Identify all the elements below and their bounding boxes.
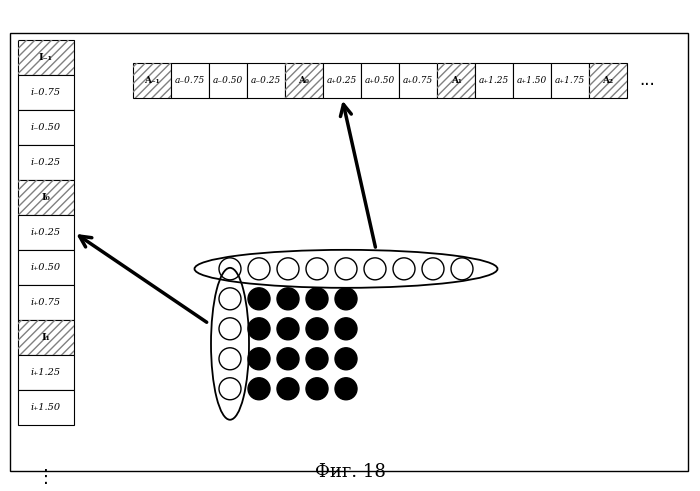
Bar [18,215,74,250]
Circle shape [277,348,299,370]
Text: a₋0.25: a₋0.25 [251,76,281,85]
Circle shape [306,348,328,370]
Circle shape [306,318,328,340]
Text: i₊0.25: i₊0.25 [31,228,61,237]
Bar [18,355,74,390]
Circle shape [219,258,241,280]
Circle shape [277,378,299,400]
Bar [171,63,209,98]
Circle shape [306,288,328,310]
Circle shape [219,318,241,340]
Circle shape [248,348,270,370]
Circle shape [219,288,241,310]
Text: I₋₁: I₋₁ [39,53,53,62]
Bar [18,390,74,425]
Bar [10,33,688,471]
Bar [551,63,589,98]
Bar [589,63,627,98]
Text: a₊1.25: a₊1.25 [479,76,509,85]
Bar [18,180,74,215]
Circle shape [335,378,357,400]
Bar [133,63,171,98]
Circle shape [335,258,357,280]
Circle shape [335,318,357,340]
Bar [18,250,74,285]
Bar [285,63,323,98]
Circle shape [277,288,299,310]
Bar [18,285,74,320]
Bar [247,63,285,98]
Bar [513,63,551,98]
Circle shape [393,258,415,280]
Text: a₊0.50: a₊0.50 [365,76,395,85]
Text: a₊0.75: a₊0.75 [403,76,433,85]
Bar [18,320,74,355]
Text: i₊0.75: i₊0.75 [31,298,61,307]
Circle shape [248,288,270,310]
Text: A₂: A₂ [603,76,613,85]
Circle shape [451,258,473,280]
Text: i₊0.50: i₊0.50 [31,263,61,272]
Circle shape [335,288,357,310]
Bar [475,63,513,98]
Bar [18,110,74,145]
Bar [209,63,247,98]
Text: i₋0.25: i₋0.25 [31,158,61,167]
Bar [18,40,74,75]
Bar [18,180,74,215]
Bar [437,63,475,98]
Bar [133,63,171,98]
Text: Фиг. 18: Фиг. 18 [314,463,386,481]
Bar [323,63,361,98]
Circle shape [248,258,270,280]
Text: i₊1.25: i₊1.25 [31,368,61,377]
Circle shape [248,318,270,340]
Text: a₊1.50: a₊1.50 [517,76,547,85]
Text: a₊0.25: a₊0.25 [327,76,357,85]
Text: i₊1.50: i₊1.50 [31,403,61,412]
Text: A₋₁: A₋₁ [144,76,160,85]
Circle shape [306,378,328,400]
Bar [399,63,437,98]
Circle shape [364,258,386,280]
Text: A₀: A₀ [299,76,309,85]
Text: a₋0.50: a₋0.50 [213,76,243,85]
Bar [361,63,399,98]
Text: I₀: I₀ [41,193,50,202]
Bar [437,63,475,98]
Text: i₋0.75: i₋0.75 [31,88,61,97]
Bar [18,145,74,180]
Bar [18,75,74,110]
Text: ...: ... [639,72,654,89]
Text: i₋0.50: i₋0.50 [31,123,61,132]
Circle shape [219,348,241,370]
Circle shape [277,318,299,340]
Text: I₁: I₁ [41,333,50,342]
Bar [18,40,74,75]
Bar [589,63,627,98]
Text: ⋮: ⋮ [37,468,55,486]
Bar [285,63,323,98]
Circle shape [422,258,444,280]
Circle shape [335,348,357,370]
Text: a₋0.75: a₋0.75 [175,76,205,85]
Circle shape [277,258,299,280]
Circle shape [248,378,270,400]
Circle shape [306,258,328,280]
Bar [18,320,74,355]
Text: a₊1.75: a₊1.75 [555,76,585,85]
Text: A₁: A₁ [451,76,461,85]
Circle shape [219,378,241,400]
